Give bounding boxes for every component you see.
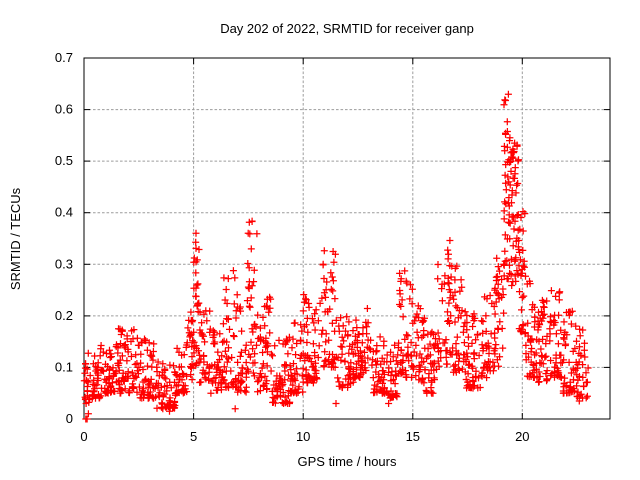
y-tick-label: 0.2 bbox=[55, 308, 73, 323]
x-tick-label: 10 bbox=[296, 429, 310, 444]
y-axis-label: SRMTID / TECUs bbox=[8, 187, 23, 290]
x-tick-label: 15 bbox=[406, 429, 420, 444]
plot-border bbox=[83, 57, 611, 420]
chart-title: Day 202 of 2022, SRMTID for receiver gan… bbox=[220, 21, 474, 36]
x-tick-label: 5 bbox=[190, 429, 197, 444]
y-tick-label: 0.4 bbox=[55, 205, 73, 220]
axis-tick-marks bbox=[83, 57, 610, 420]
x-axis-label: GPS time / hours bbox=[298, 454, 397, 469]
y-tick-labels: 0 0.1 0.2 0.3 0.4 0.5 0.6 0.7 bbox=[55, 50, 73, 426]
y-tick-label: 0.6 bbox=[55, 102, 73, 117]
x-tick-label: 20 bbox=[515, 429, 529, 444]
y-tick-label: 0.3 bbox=[55, 256, 73, 271]
y-tick-label: 0.7 bbox=[55, 50, 73, 65]
data-points-series bbox=[80, 90, 592, 423]
y-tick-label: 0 bbox=[66, 411, 73, 426]
y-tick-label: 0.5 bbox=[55, 153, 73, 168]
x-tick-labels: 0 5 10 15 20 bbox=[80, 429, 529, 444]
y-tick-label: 0.1 bbox=[55, 359, 73, 374]
x-tick-label: 0 bbox=[80, 429, 87, 444]
